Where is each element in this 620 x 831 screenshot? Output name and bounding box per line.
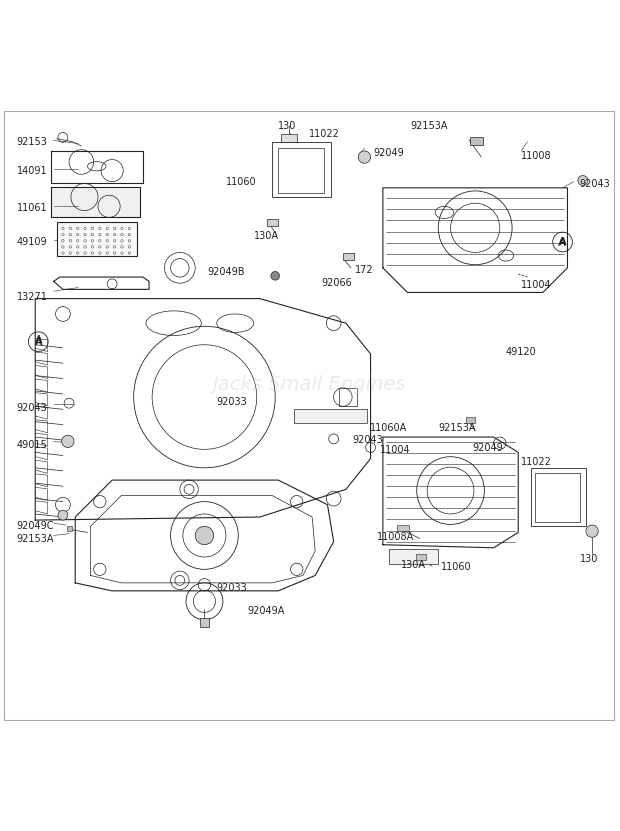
Polygon shape [36, 433, 48, 446]
Bar [67, 526, 72, 531]
Text: 92033: 92033 [217, 583, 247, 593]
Text: A: A [559, 237, 566, 247]
Polygon shape [383, 437, 518, 548]
Text: 92043: 92043 [352, 435, 383, 445]
Polygon shape [36, 352, 48, 365]
Bar [343, 253, 354, 260]
Polygon shape [36, 488, 48, 500]
Text: 11060: 11060 [441, 562, 472, 572]
Text: 11060: 11060 [226, 177, 257, 187]
Text: 130A: 130A [401, 560, 426, 570]
Text: 92153A: 92153A [17, 534, 55, 543]
Bar [267, 219, 278, 226]
Bar [272, 142, 330, 197]
Bar [281, 135, 298, 142]
Text: 11022: 11022 [521, 457, 552, 467]
Text: Jacks Small Engines: Jacks Small Engines [212, 376, 406, 394]
Polygon shape [383, 188, 567, 293]
Text: 11008A: 11008A [376, 533, 414, 543]
Bar [470, 137, 482, 145]
Polygon shape [36, 474, 48, 487]
Text: 130: 130 [278, 121, 297, 131]
Text: 49120: 49120 [506, 347, 537, 356]
Polygon shape [36, 420, 48, 433]
Text: 92043: 92043 [17, 403, 48, 413]
Text: 172: 172 [355, 265, 374, 275]
Text: 11008: 11008 [521, 151, 552, 161]
Text: 11004: 11004 [521, 280, 552, 290]
Text: 11022: 11022 [309, 130, 340, 140]
Bar [536, 473, 580, 522]
Text: 92033: 92033 [217, 397, 247, 407]
Polygon shape [51, 151, 143, 183]
Polygon shape [36, 338, 48, 352]
Polygon shape [75, 480, 334, 591]
Bar [531, 468, 586, 526]
Bar [278, 149, 324, 193]
Text: 49015: 49015 [17, 440, 48, 450]
Bar [200, 618, 210, 627]
Bar [466, 416, 474, 423]
Polygon shape [36, 366, 48, 379]
Text: 92153A: 92153A [410, 121, 448, 131]
Bar [339, 388, 357, 406]
Bar [57, 222, 137, 255]
Text: 13271: 13271 [17, 293, 48, 302]
Circle shape [586, 525, 598, 538]
Text: 92049C: 92049C [17, 521, 55, 531]
Text: 11060A: 11060A [370, 423, 408, 433]
Polygon shape [36, 379, 48, 392]
Text: 92153: 92153 [17, 137, 48, 147]
Text: 130A: 130A [254, 231, 278, 241]
Polygon shape [35, 298, 371, 520]
Text: 92153A: 92153A [438, 423, 476, 433]
Text: 92049: 92049 [472, 443, 503, 453]
Text: A: A [35, 335, 42, 345]
Circle shape [58, 510, 68, 520]
Circle shape [578, 175, 588, 185]
Polygon shape [51, 187, 140, 218]
Text: 14091: 14091 [17, 166, 47, 176]
Text: 92049B: 92049B [207, 267, 245, 277]
Polygon shape [36, 447, 48, 460]
Text: A: A [35, 337, 42, 347]
Bar [397, 525, 409, 531]
Polygon shape [36, 393, 48, 406]
Text: 130: 130 [580, 554, 598, 564]
Text: 92043: 92043 [580, 179, 611, 189]
Text: 92049: 92049 [374, 148, 404, 158]
Text: 49109: 49109 [17, 237, 47, 247]
Bar [294, 410, 368, 423]
Bar [389, 549, 438, 564]
Text: A: A [557, 238, 565, 248]
Polygon shape [54, 277, 149, 289]
Text: 92049A: 92049A [247, 607, 285, 617]
Circle shape [195, 526, 214, 544]
Text: 11004: 11004 [380, 445, 410, 455]
Text: 11061: 11061 [17, 204, 47, 214]
Polygon shape [36, 406, 48, 419]
Circle shape [271, 272, 280, 280]
Circle shape [358, 151, 371, 163]
Polygon shape [36, 460, 48, 474]
Text: 92066: 92066 [321, 278, 352, 288]
Polygon shape [36, 501, 48, 514]
Bar [416, 554, 426, 560]
Circle shape [61, 435, 74, 448]
